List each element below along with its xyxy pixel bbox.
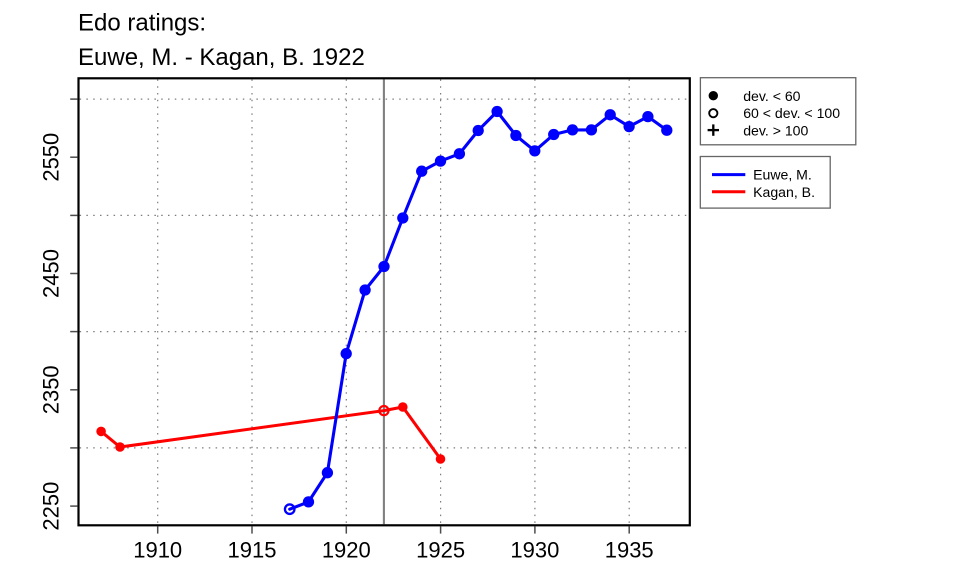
svg-text:1915: 1915 [228, 538, 277, 563]
svg-text:2450: 2450 [39, 249, 64, 298]
svg-text:Kagan, B.: Kagan, B. [753, 184, 815, 200]
svg-text:1910: 1910 [133, 538, 182, 563]
svg-text:Euwe, M.: Euwe, M. [753, 167, 812, 183]
svg-text:dev. > 100: dev. > 100 [743, 122, 808, 138]
svg-text:2250: 2250 [39, 482, 64, 531]
svg-text:60 < dev. < 100: 60 < dev. < 100 [743, 105, 840, 121]
svg-text:Euwe, M. - Kagan, B. 1922: Euwe, M. - Kagan, B. 1922 [78, 44, 365, 71]
svg-text:Edo ratings:: Edo ratings: [78, 10, 206, 37]
svg-text:2350: 2350 [39, 365, 64, 414]
svg-text:dev. < 60: dev. < 60 [743, 88, 800, 104]
svg-text:1920: 1920 [322, 538, 371, 563]
svg-text:1930: 1930 [510, 538, 559, 563]
svg-text:1935: 1935 [605, 538, 654, 563]
svg-text:2550: 2550 [39, 133, 64, 182]
svg-text:1925: 1925 [416, 538, 465, 563]
